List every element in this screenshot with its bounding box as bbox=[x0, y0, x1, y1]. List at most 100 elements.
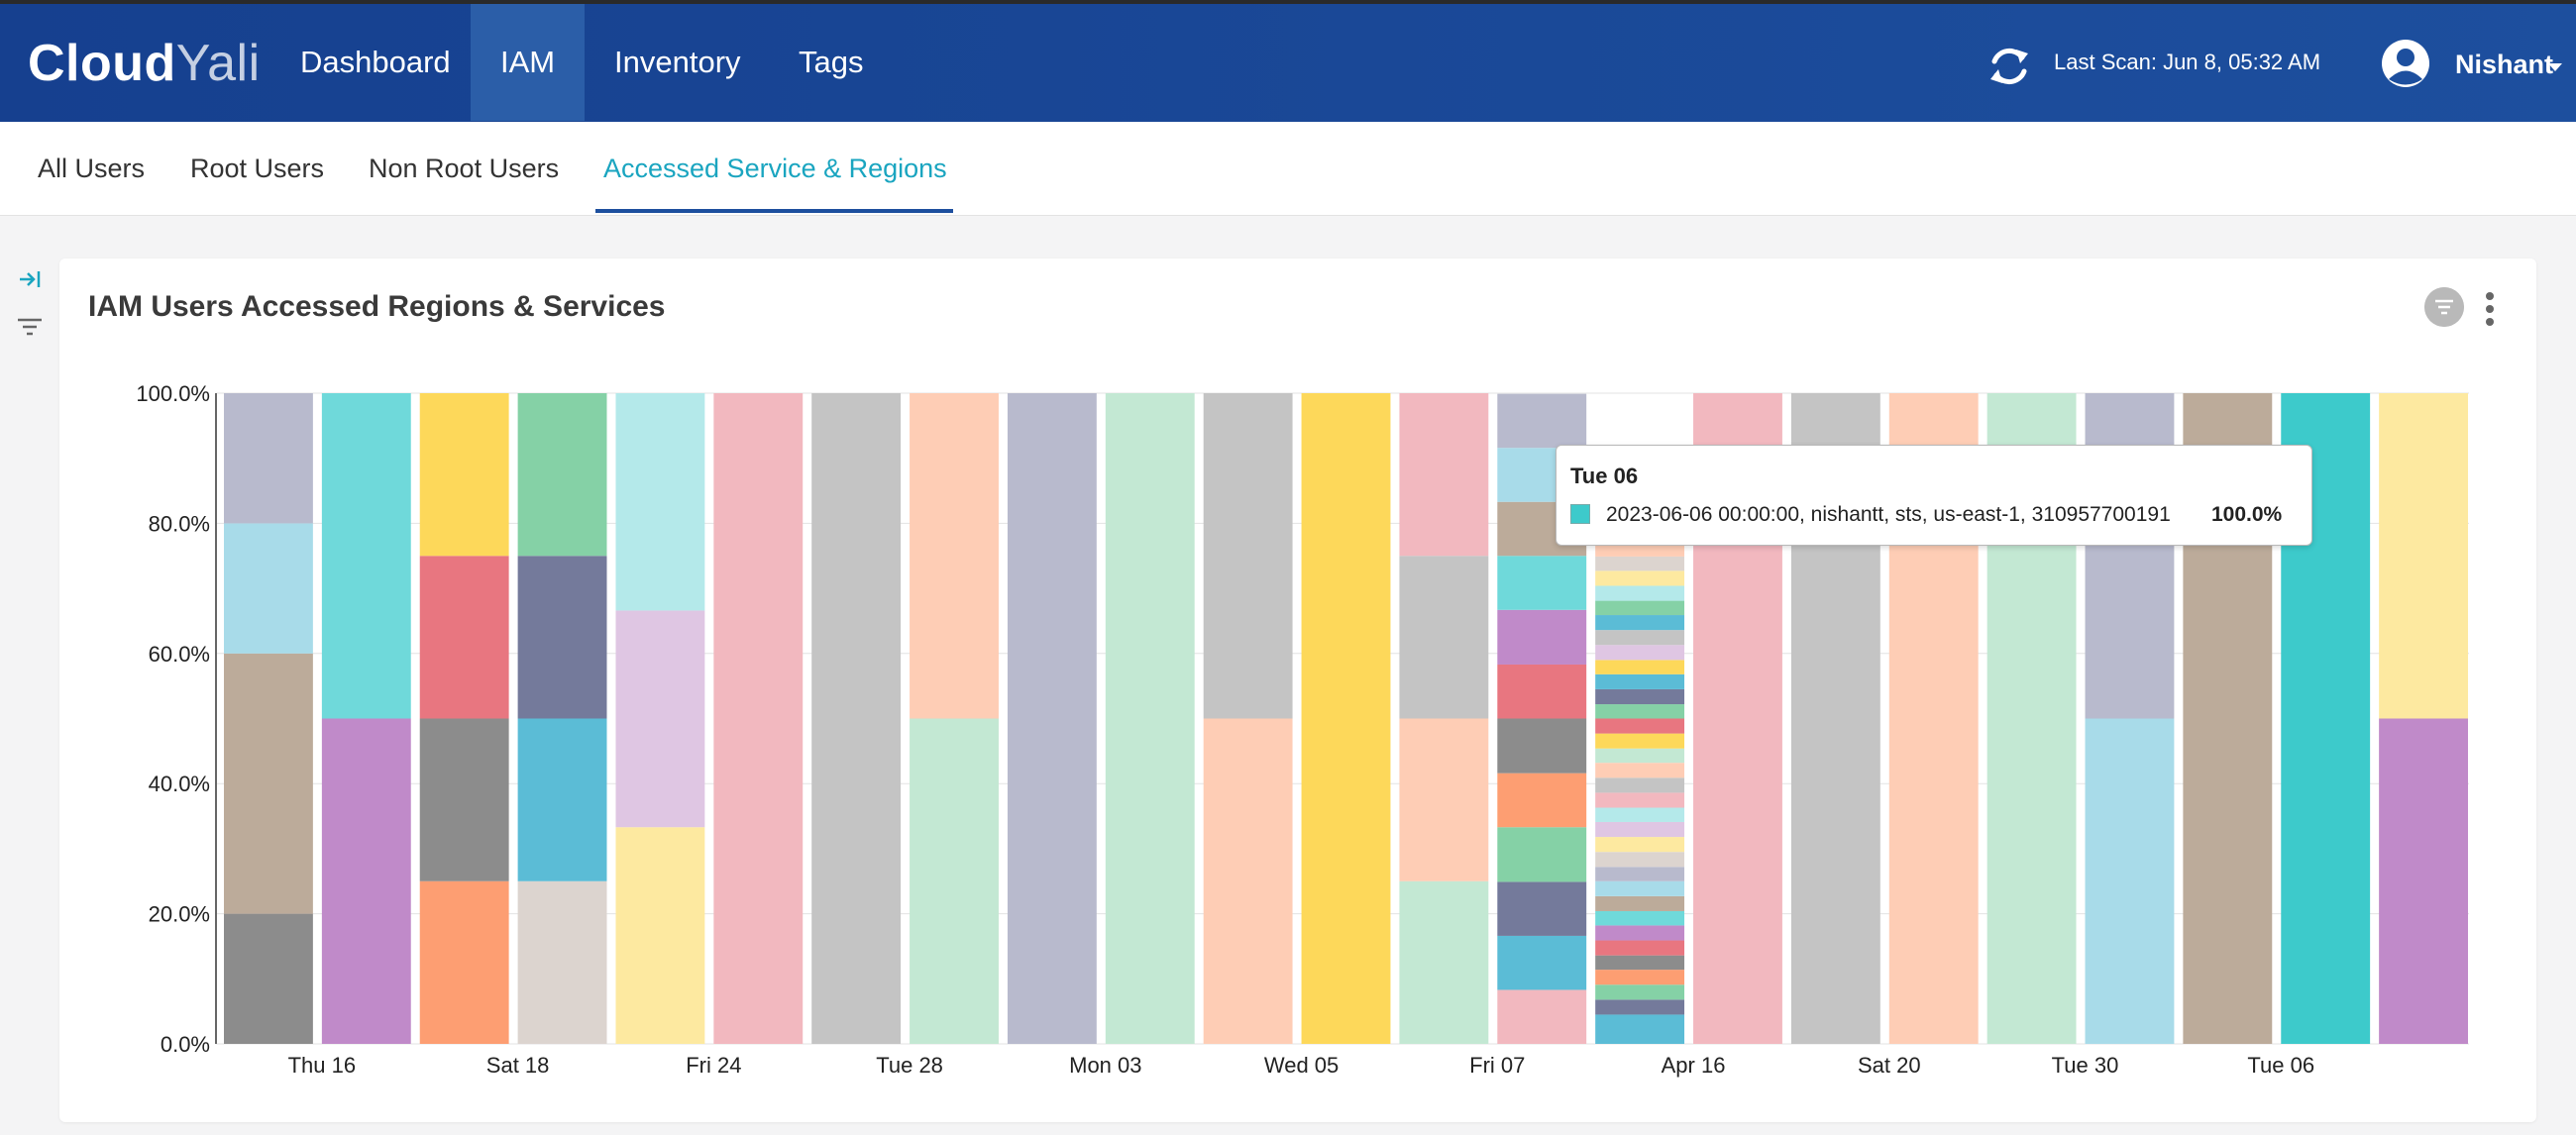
bar-segment bbox=[1595, 880, 1685, 896]
x-tick-label: Sat 20 bbox=[1858, 1053, 1921, 1078]
bar-segment bbox=[910, 718, 999, 1044]
bar-segment bbox=[1595, 984, 1685, 1000]
active-tab-indicator bbox=[595, 209, 953, 213]
bar-segment bbox=[1497, 989, 1587, 1044]
bar-segment bbox=[2379, 393, 2468, 719]
app-logo[interactable]: CloudYali bbox=[28, 34, 261, 93]
bar-segment bbox=[1595, 748, 1685, 764]
bar-segment bbox=[419, 718, 509, 881]
bar-segment bbox=[1595, 673, 1685, 689]
bar-segment bbox=[1595, 970, 1685, 985]
bar-segment bbox=[224, 913, 313, 1044]
bar-segment bbox=[419, 556, 509, 719]
bar-segment bbox=[1595, 837, 1685, 853]
x-tick-label: Tue 28 bbox=[876, 1053, 943, 1078]
bar-segment bbox=[1595, 999, 1685, 1015]
bar-segment bbox=[615, 393, 705, 611]
bar-segment bbox=[1497, 664, 1587, 719]
bar-segment bbox=[1105, 393, 1195, 1044]
bar-segment bbox=[1595, 615, 1685, 631]
x-tick-label: Wed 05 bbox=[1264, 1053, 1339, 1078]
tab-all-users[interactable]: All Users bbox=[38, 154, 146, 183]
tab-non-root-users[interactable]: Non Root Users bbox=[369, 154, 560, 183]
bar-segment bbox=[419, 880, 509, 1044]
bar-segment bbox=[2085, 393, 2175, 719]
x-tick-label: Fri 24 bbox=[686, 1053, 741, 1078]
bar-segment bbox=[1595, 585, 1685, 601]
tab-accessed-service-regions[interactable]: Accessed Service & Regions bbox=[603, 154, 947, 183]
y-tick-label: 80.0% bbox=[149, 511, 210, 536]
nav-iam[interactable]: IAM bbox=[471, 4, 586, 121]
bar-segment bbox=[419, 393, 509, 557]
bar-segment bbox=[517, 718, 607, 881]
tooltip-series-swatch bbox=[1570, 504, 1590, 524]
bar-segment bbox=[910, 393, 999, 719]
bar-segment bbox=[1595, 600, 1685, 616]
x-tick-label: Fri 07 bbox=[1469, 1053, 1525, 1078]
bar-segment bbox=[1203, 718, 1293, 1044]
filter-icon[interactable] bbox=[16, 315, 44, 339]
bar-segment bbox=[1595, 570, 1685, 586]
x-tick-label: Tue 30 bbox=[2052, 1053, 2119, 1078]
bar-segment bbox=[321, 393, 411, 719]
bar-segment bbox=[1595, 777, 1685, 793]
bar-segment bbox=[224, 523, 313, 654]
chart-filter-icon[interactable] bbox=[2424, 287, 2464, 327]
bar-segment bbox=[1595, 704, 1685, 719]
user-avatar-icon[interactable] bbox=[2381, 39, 2430, 88]
tooltip-text: 2023-06-06 00:00:00, nishantt, sts, us-e… bbox=[1606, 503, 2171, 526]
x-tick-label: Apr 16 bbox=[1662, 1053, 1726, 1078]
bar-segment bbox=[1595, 895, 1685, 911]
bar-segment bbox=[224, 393, 313, 524]
bar-segment bbox=[1595, 688, 1685, 705]
bar-segment bbox=[1007, 393, 1097, 1044]
bar-segment bbox=[1497, 556, 1587, 610]
bar-segment bbox=[1595, 556, 1685, 571]
x-tick-label: Sat 18 bbox=[486, 1053, 550, 1078]
chart-title: IAM Users Accessed Regions & Services bbox=[88, 290, 666, 323]
bar-segment bbox=[1595, 821, 1685, 838]
chevron-down-icon[interactable] bbox=[2548, 63, 2562, 71]
bar-segment bbox=[1595, 630, 1685, 646]
x-tick-label: Tue 06 bbox=[2247, 1053, 2314, 1078]
bar-segment bbox=[1497, 881, 1587, 936]
bar-segment bbox=[1595, 807, 1685, 822]
y-tick-label: 20.0% bbox=[149, 902, 210, 927]
refresh-icon[interactable] bbox=[1986, 44, 2032, 89]
bar-segment bbox=[615, 610, 705, 828]
tooltip-value: 100.0% bbox=[2211, 503, 2283, 526]
bar-segment bbox=[1595, 763, 1685, 778]
nav-inventory[interactable]: Inventory bbox=[614, 45, 741, 79]
bar-segment bbox=[1497, 393, 1587, 449]
bar-segment bbox=[2085, 718, 2175, 1044]
nav-dashboard[interactable]: Dashboard bbox=[300, 45, 451, 79]
x-tick-label: Mon 03 bbox=[1069, 1053, 1141, 1078]
bar-segment bbox=[1595, 718, 1685, 734]
bar-segment bbox=[1595, 852, 1685, 868]
bar-segment bbox=[224, 653, 313, 914]
bar-segment bbox=[1595, 910, 1685, 926]
logo-cloud: Cloud bbox=[28, 35, 176, 92]
bar-segment bbox=[517, 556, 607, 719]
bar-segment bbox=[1497, 935, 1587, 990]
bar-segment bbox=[517, 393, 607, 557]
bar-segment bbox=[1497, 773, 1587, 828]
y-tick-label: 0.0% bbox=[161, 1032, 210, 1057]
bar-segment bbox=[1595, 645, 1685, 661]
bar-segment bbox=[1399, 718, 1489, 881]
chart-tooltip: Tue 06 2023-06-06 00:00:00, nishantt, st… bbox=[1556, 445, 2312, 546]
bar-segment bbox=[1595, 733, 1685, 749]
bar-segment bbox=[1595, 955, 1685, 971]
nav-tags[interactable]: Tags bbox=[799, 45, 864, 79]
bar-segment bbox=[615, 827, 705, 1044]
y-tick-label: 40.0% bbox=[149, 772, 210, 796]
tab-root-users[interactable]: Root Users bbox=[190, 154, 325, 183]
tooltip-title: Tue 06 bbox=[1570, 464, 1639, 488]
bar-segment bbox=[1497, 827, 1587, 882]
bar-segment bbox=[1595, 925, 1685, 941]
bar-segment bbox=[1203, 393, 1293, 719]
top-navbar: CloudYali Dashboard IAM Inventory Tags L… bbox=[0, 0, 2576, 122]
expand-panel-icon[interactable] bbox=[18, 267, 42, 291]
user-menu[interactable]: Nishant bbox=[2455, 50, 2554, 79]
more-options-icon[interactable] bbox=[2485, 291, 2495, 327]
